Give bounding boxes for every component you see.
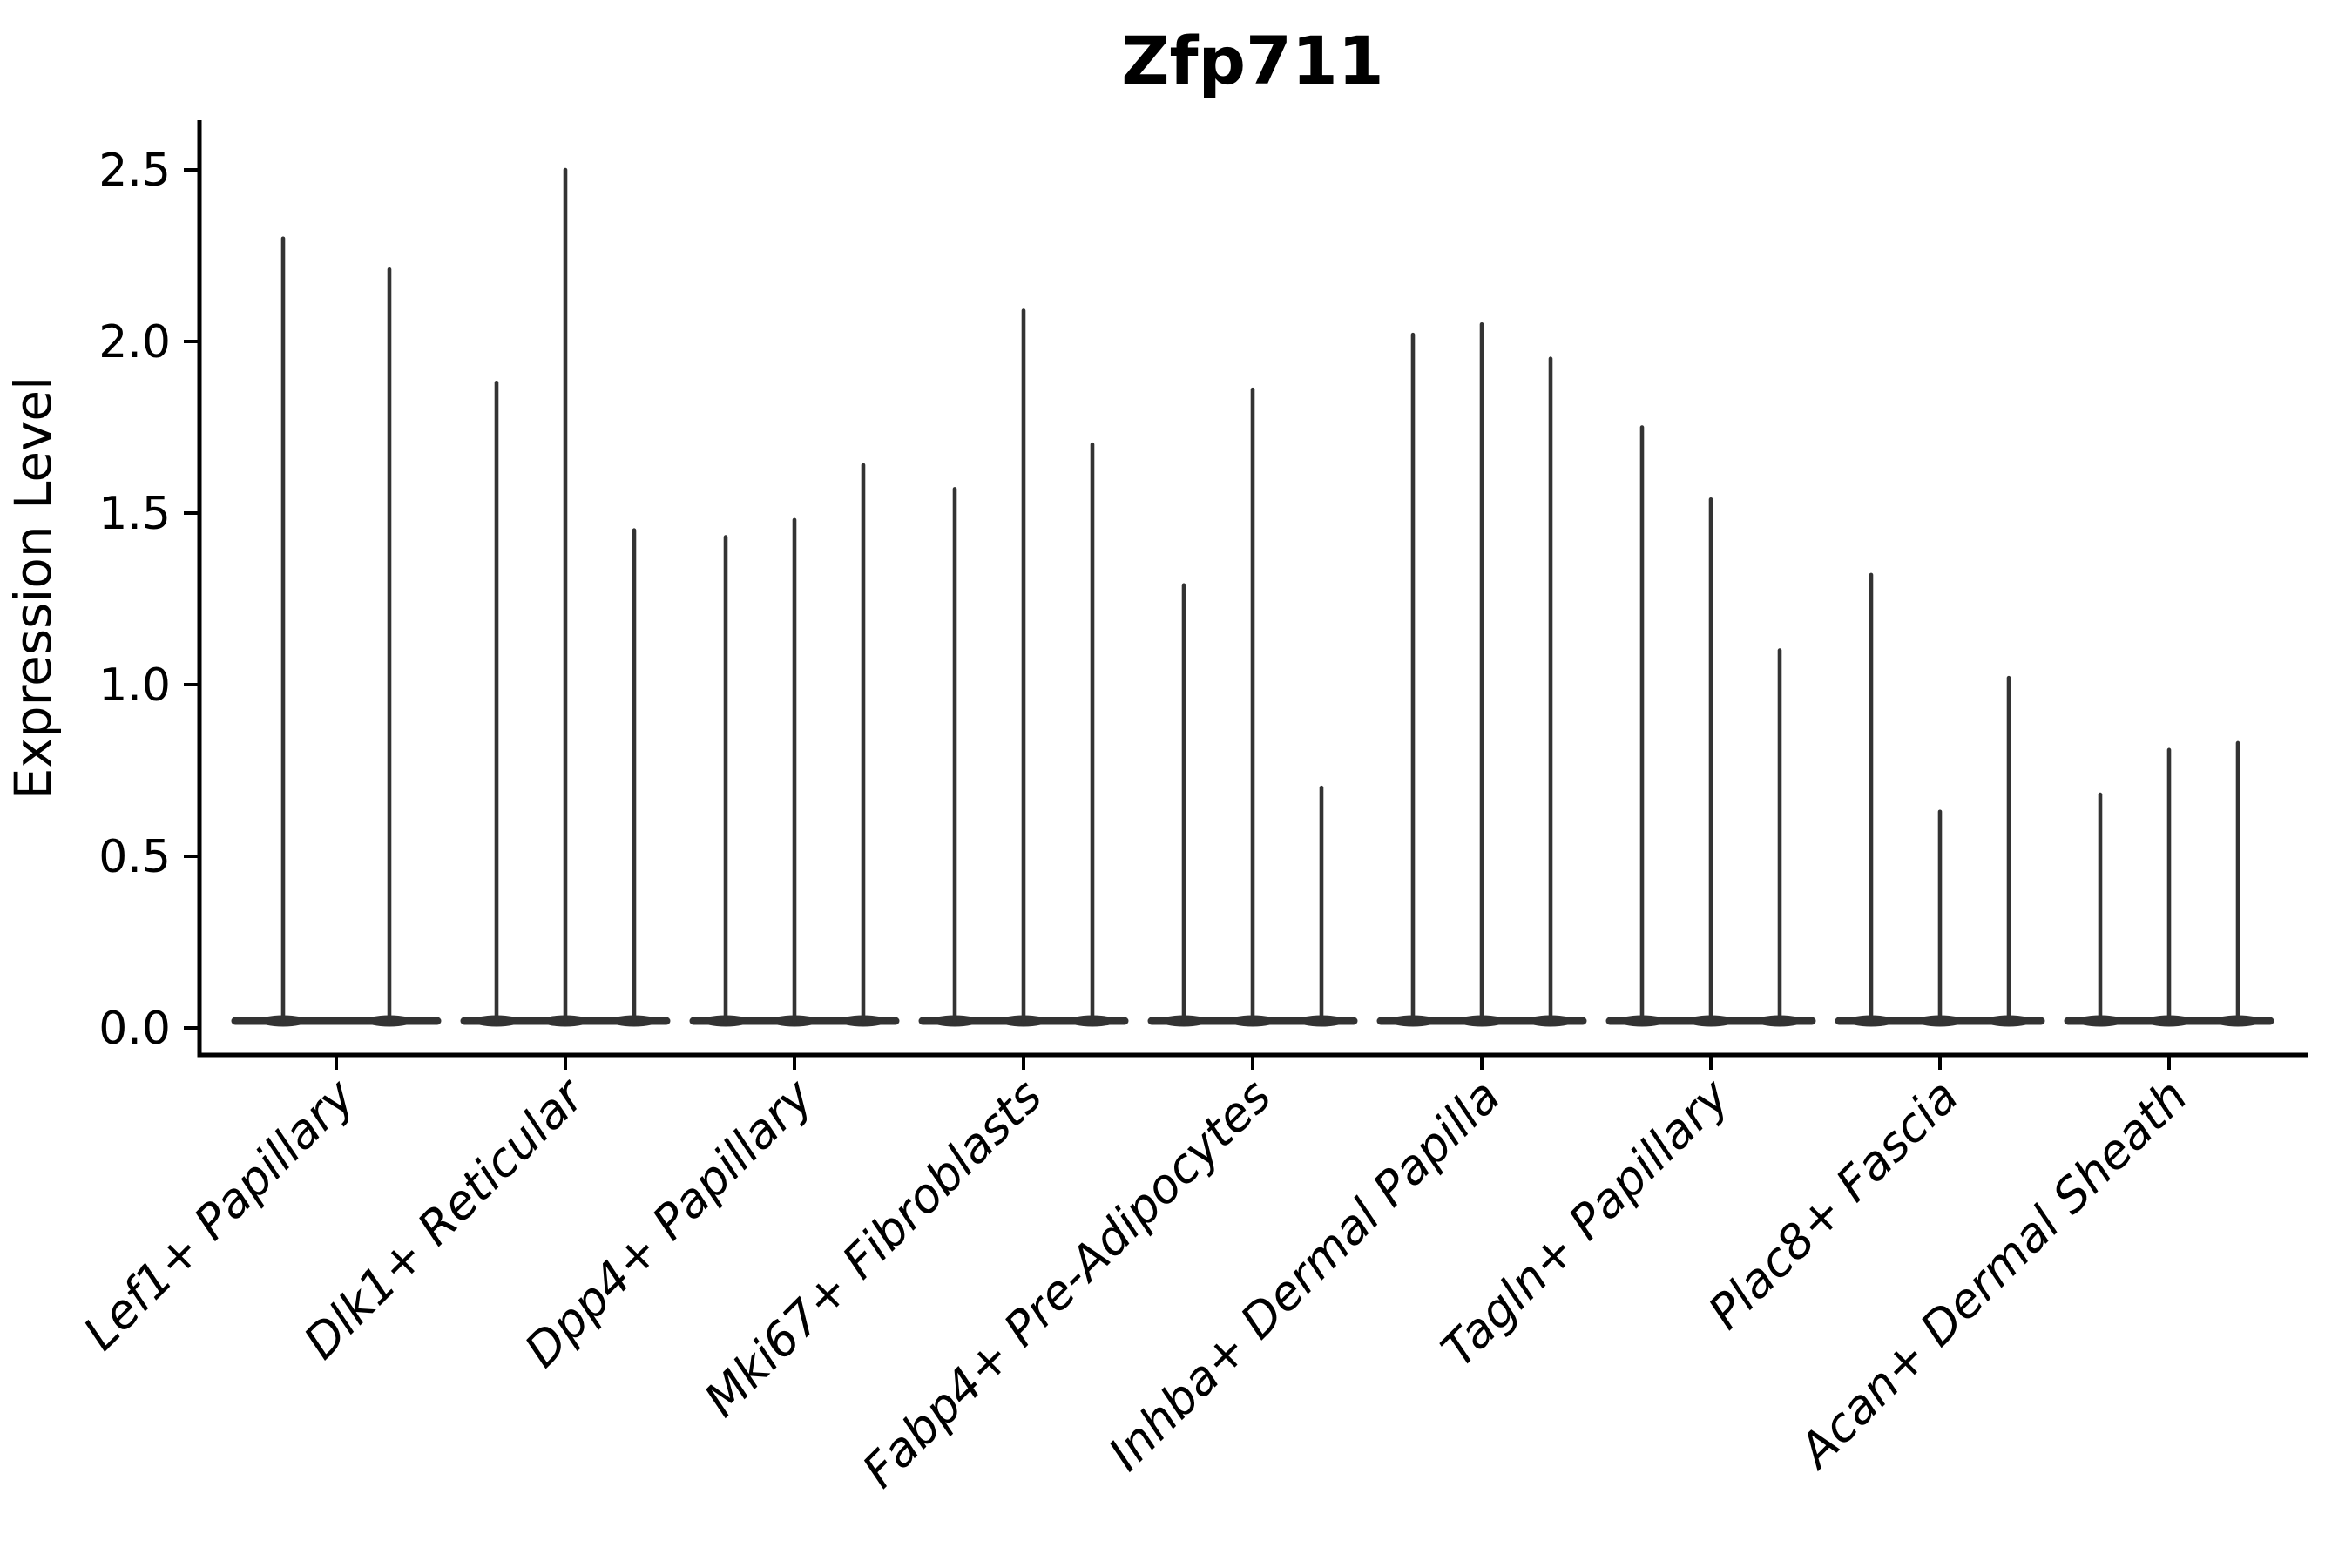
violin-series bbox=[231, 167, 2274, 1027]
y-axis-label: Expression Level bbox=[3, 376, 63, 800]
violin-group bbox=[1376, 321, 1587, 1027]
y-axis-ticks: 0.0 0.5 1.0 1.5 2.0 2.5 bbox=[98, 145, 198, 1055]
x-tick-label: Acan+ Dermal Sheath bbox=[1787, 1069, 2198, 1480]
violin-group bbox=[918, 308, 1129, 1027]
y-tick-label: 2.0 bbox=[98, 316, 171, 368]
y-tick-label: 2.5 bbox=[98, 145, 171, 197]
y-tick-label: 1.5 bbox=[98, 488, 171, 540]
y-tick-label: 0.5 bbox=[98, 831, 171, 883]
y-tick-label: 1.0 bbox=[98, 659, 171, 712]
x-tick-label: Fabp4+ Pre-Adipocytes bbox=[852, 1069, 1281, 1498]
chart-title: Zfp711 bbox=[1121, 22, 1383, 99]
violin-group bbox=[2064, 740, 2274, 1027]
violin-group bbox=[1605, 425, 1816, 1027]
violin-group bbox=[231, 236, 442, 1027]
x-tick-label: Inhba+ Dermal Papilla bbox=[1098, 1069, 1511, 1482]
x-axis-ticks bbox=[335, 1055, 2171, 1070]
violin-group bbox=[1147, 387, 1358, 1027]
violin-group bbox=[1835, 572, 2045, 1027]
violin-group bbox=[689, 463, 900, 1027]
y-tick-label: 0.0 bbox=[98, 1003, 171, 1055]
violin-group bbox=[460, 167, 671, 1027]
